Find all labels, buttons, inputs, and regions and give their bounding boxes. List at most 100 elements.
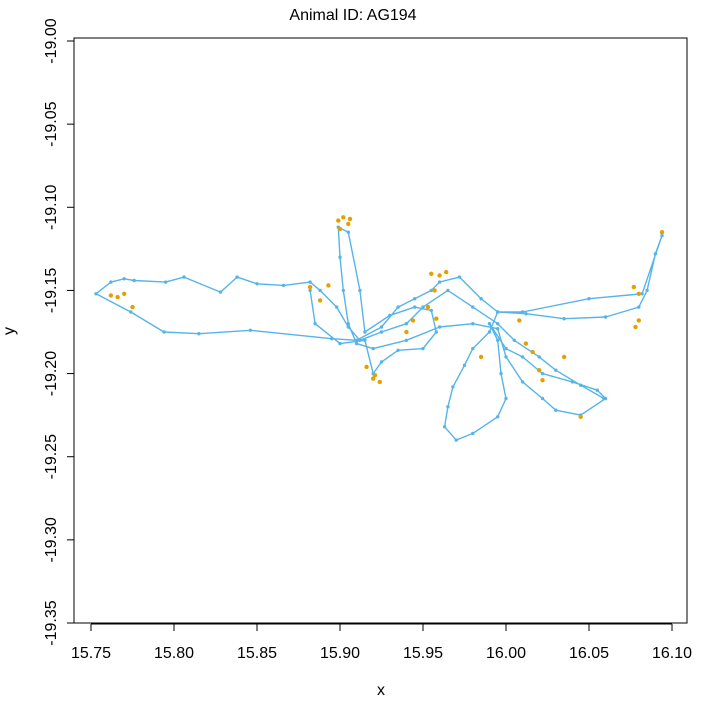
x-tick-label: 16.00 xyxy=(486,645,526,662)
track-point xyxy=(454,438,458,442)
resting-point xyxy=(437,273,442,278)
track-point xyxy=(396,348,400,352)
track-point xyxy=(363,338,367,342)
track-point xyxy=(504,346,508,351)
track-point xyxy=(421,346,425,351)
track-point xyxy=(640,292,644,296)
y-tick-label: -19.10 xyxy=(43,185,60,230)
track-point xyxy=(429,288,433,293)
resting-point xyxy=(659,230,665,235)
track-point xyxy=(388,313,392,318)
track-point xyxy=(504,396,508,401)
plot-frame xyxy=(73,37,688,624)
track-point xyxy=(330,337,334,341)
track-point xyxy=(404,338,409,342)
y-tick-label: -19.35 xyxy=(43,600,60,645)
track-point xyxy=(496,338,500,342)
track-point xyxy=(524,312,528,316)
track-point xyxy=(379,325,384,329)
track-point xyxy=(554,368,558,372)
resting-point xyxy=(633,324,638,330)
track-point xyxy=(645,288,649,293)
x-tick-label: 15.75 xyxy=(71,645,111,662)
track-point xyxy=(338,341,342,346)
resting-point xyxy=(317,298,323,303)
track-point xyxy=(554,408,558,412)
resting-point xyxy=(130,304,135,310)
resting-point xyxy=(377,379,382,385)
track-point xyxy=(579,383,583,387)
track-point xyxy=(462,363,467,367)
x-axis-title: x xyxy=(377,682,385,699)
x-tick-label: 15.90 xyxy=(320,645,360,662)
resting-point xyxy=(404,329,409,335)
resting-point xyxy=(337,226,343,232)
resting-point xyxy=(432,288,437,293)
track-point xyxy=(537,355,541,359)
track-point xyxy=(587,297,591,301)
track-point xyxy=(562,317,566,321)
y-tick-label: -19.00 xyxy=(43,18,60,63)
resting-point xyxy=(636,291,641,296)
track-point xyxy=(413,305,417,309)
chart-title: Animal ID: AG194 xyxy=(289,7,416,24)
track-point xyxy=(637,305,641,309)
track-point xyxy=(457,275,462,279)
resting-point xyxy=(346,221,351,227)
track-line xyxy=(95,226,663,441)
track-point xyxy=(363,330,367,334)
resting-point xyxy=(341,215,346,220)
resting-point xyxy=(444,269,449,275)
resting-point xyxy=(371,376,376,381)
resting-layer xyxy=(108,215,665,419)
track-point xyxy=(442,425,447,429)
resting-point xyxy=(561,354,567,360)
track-point xyxy=(487,322,492,326)
track-point xyxy=(197,332,201,336)
track-point xyxy=(540,371,545,376)
track-point xyxy=(313,322,317,326)
track-point xyxy=(437,325,442,329)
resting-point xyxy=(115,294,120,300)
track-point xyxy=(421,305,425,309)
resting-point xyxy=(530,349,535,355)
resting-point xyxy=(523,341,529,346)
plot-frame-group xyxy=(73,37,688,624)
x-tick-label: 16.10 xyxy=(652,645,692,662)
track-point xyxy=(540,396,545,401)
x-axis: 15.75 15.80 15.85 15.90 15.95 16.00 16.05 16.10 xyxy=(71,623,692,662)
track-point xyxy=(496,327,500,331)
y-axis: -19.00 -19.05 -19.10 -19.15 -19.20 -19.25 -19.… xyxy=(43,18,75,646)
resting-point xyxy=(537,368,542,373)
track-point xyxy=(446,288,450,293)
track-point xyxy=(487,330,492,334)
resting-point xyxy=(478,354,484,360)
resting-point xyxy=(540,378,545,383)
resting-point xyxy=(425,304,431,310)
track-point xyxy=(162,330,166,334)
track-point xyxy=(437,280,442,284)
x-tick-label: 15.80 xyxy=(154,645,194,662)
track-point xyxy=(595,388,599,392)
track-point xyxy=(308,280,312,284)
track-point xyxy=(471,322,475,326)
track-point xyxy=(520,355,525,359)
track-point xyxy=(308,288,312,293)
track-point xyxy=(248,328,253,332)
track-point xyxy=(182,275,186,279)
track-point xyxy=(504,355,508,359)
y-tick-label: -19.25 xyxy=(43,434,60,479)
track-point xyxy=(653,252,658,256)
y-tick-label: -19.30 xyxy=(43,517,60,562)
track-point xyxy=(379,330,384,334)
track-point xyxy=(396,305,400,309)
track-point xyxy=(341,288,345,293)
track-point xyxy=(235,275,239,279)
resting-point xyxy=(307,284,313,290)
resting-point xyxy=(631,284,636,290)
resting-point xyxy=(364,364,369,370)
y-tick-label: -19.20 xyxy=(43,351,60,396)
track-point xyxy=(660,233,664,238)
y-tick-label: -19.15 xyxy=(43,268,60,313)
